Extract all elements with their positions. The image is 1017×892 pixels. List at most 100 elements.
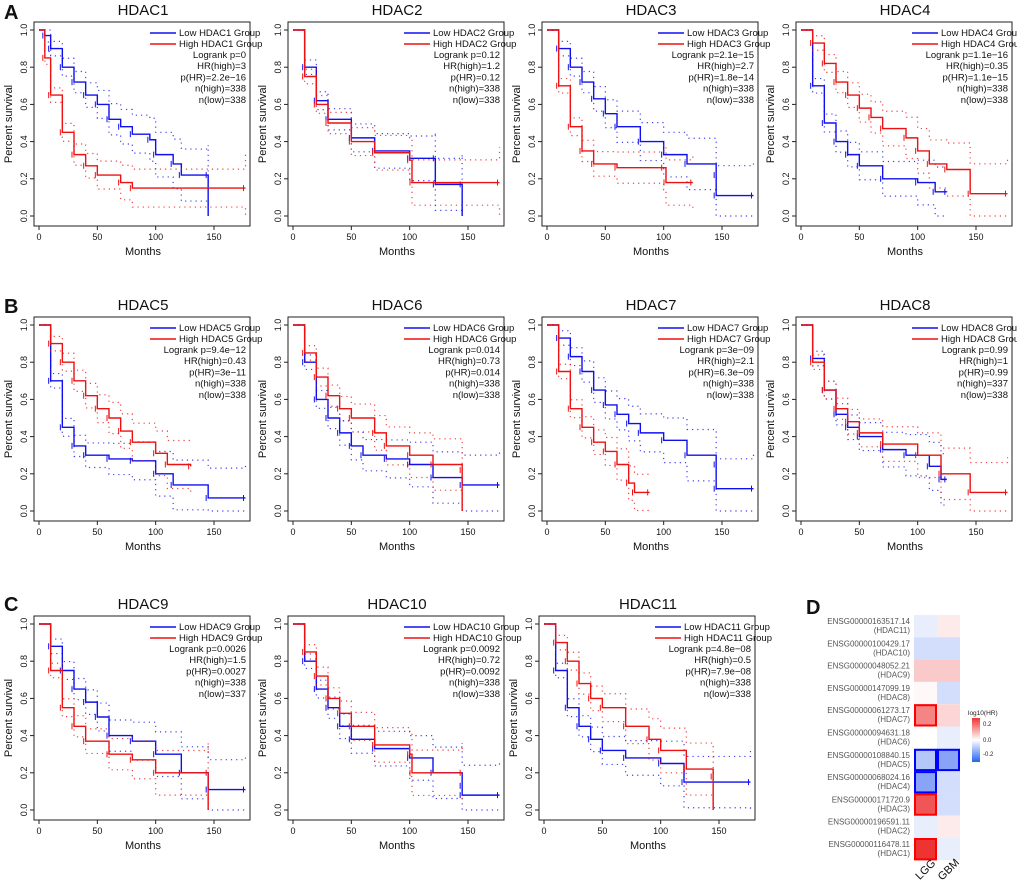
stat-text: n(low)=338: [453, 689, 500, 700]
heatmap-cell: [914, 681, 937, 705]
heatmap-row-gene: (HDAC1): [878, 849, 911, 858]
plot-title: HDAC9: [118, 596, 169, 613]
survival-curve-high: [544, 623, 714, 810]
heatmap-row-gene: (HDAC3): [878, 804, 911, 813]
y-tick-label: 0.4: [527, 430, 537, 443]
panel-letter-d: D: [806, 597, 820, 619]
significant-cell-border: [914, 771, 937, 794]
km-plot-hdac5: HDAC5 Months Percent survival 0 50 100 150 0.0 0…: [3, 297, 262, 553]
plot-frame: [287, 615, 505, 821]
legend-label-high: High HDAC6 Group: [433, 334, 516, 345]
heatmap-cell: [914, 748, 937, 772]
x-tick-label: 150: [968, 527, 983, 537]
y-tick-label: 0.0: [19, 804, 29, 817]
y-tick-label: 1.0: [19, 24, 29, 37]
legend-label-low: Low HDAC3 Group: [687, 28, 768, 39]
km-plot-hdac7: HDAC7 Months Percent survival 0 50 100 150 0.0 0…: [511, 297, 770, 553]
y-tick-label: 0.6: [19, 692, 29, 705]
y-tick-label: 0.6: [527, 98, 537, 111]
stat-text: Logrank p=0.99: [942, 345, 1008, 356]
stat-text: n(high)=337: [957, 379, 1008, 390]
stat-text: Logrank p=0.014: [428, 345, 500, 356]
heatmap-cell: [914, 704, 937, 727]
confidence-band-high: [39, 324, 192, 494]
y-tick-label: 0.0: [273, 505, 283, 518]
stat-text: p(HR)=3e−11: [189, 367, 246, 378]
plot-frame: [287, 21, 505, 227]
km-plot-hdac2: HDAC2 Months Percent survival 0 50 100 150 0.0 0…: [257, 2, 516, 258]
x-tick-label: 0: [541, 826, 546, 836]
plot-title: HDAC1: [118, 2, 169, 19]
confidence-band-high: [547, 29, 694, 210]
y-tick-label: 1.0: [527, 319, 537, 332]
y-tick-label: 0.6: [273, 98, 283, 111]
legend-label-low: Low HDAC6 Group: [433, 323, 514, 334]
x-tick-label: 150: [460, 232, 475, 242]
y-tick-label: 0.2: [273, 173, 283, 186]
y-tick-label: 0.4: [781, 430, 791, 443]
x-tick-label: 100: [910, 527, 925, 537]
km-plot-hdac6: HDAC6 Months Percent survival 0 50 100 150 0.0 0…: [257, 297, 516, 553]
heatmap-row-id: ENSG00000061273.17: [827, 706, 910, 715]
stat-text: n(low)=337: [199, 689, 246, 700]
y-tick-label: 0.4: [527, 135, 537, 148]
y-tick-label: 0.4: [273, 729, 283, 742]
stat-text: n(high)=338: [703, 84, 754, 95]
heatmap-legend-tick: -0.2: [983, 752, 994, 758]
y-tick-label: 0.6: [781, 98, 791, 111]
y-tick-label: 0.8: [273, 356, 283, 369]
heatmap-cell: [937, 659, 960, 682]
y-tick-label: 0.8: [781, 356, 791, 369]
confidence-band-high: [547, 324, 651, 512]
stat-text: n(high)=338: [449, 84, 500, 95]
y-tick-label: 0.0: [527, 505, 537, 518]
stat-text: HR(high)=1.2: [443, 61, 500, 72]
plot-title: HDAC8: [880, 297, 931, 314]
x-tick-label: 150: [206, 527, 221, 537]
x-tick-label: 150: [711, 826, 726, 836]
significant-cell-border: [914, 793, 937, 816]
km-plot-hdac8: HDAC8 Months Percent survival 0 50 100 150 0.0 0…: [765, 297, 1017, 553]
heatmap-row-gene: (HDAC9): [878, 671, 911, 680]
y-tick-label: 1.0: [19, 319, 29, 332]
x-tick-label: 50: [854, 232, 864, 242]
confidence-band-low: [547, 324, 755, 460]
confidence-band-low: [39, 29, 209, 187]
heatmap-cell: [937, 838, 960, 861]
x-axis-label: Months: [887, 541, 924, 553]
x-tick-label: 100: [656, 232, 671, 242]
x-tick-label: 50: [346, 232, 356, 242]
confidence-band-low: [39, 324, 247, 469]
heatmap-cell: [937, 771, 960, 794]
x-tick-label: 100: [148, 527, 163, 537]
heatmap-cell: [914, 659, 937, 682]
x-tick-label: 150: [714, 232, 729, 242]
y-tick-label: 0.4: [273, 135, 283, 148]
plot-frame: [795, 316, 1013, 522]
stat-text: Logrank p=0.0026: [169, 644, 246, 655]
x-tick-label: 150: [714, 527, 729, 537]
y-tick-label: 1.0: [273, 618, 283, 631]
x-tick-label: 150: [968, 232, 983, 242]
stat-text: HR(high)=1.5: [189, 655, 246, 666]
heatmap-cell: [937, 793, 960, 816]
panel-letter-a: A: [4, 2, 18, 24]
survival-curve-high: [293, 623, 463, 774]
y-tick-label: 1.0: [524, 618, 534, 631]
heatmap-legend-tick: 0.0: [983, 738, 992, 744]
plot-title: HDAC3: [626, 2, 677, 19]
x-tick-label: 0: [798, 232, 803, 242]
y-tick-label: 0.0: [524, 804, 534, 817]
y-tick-label: 0.6: [524, 692, 534, 705]
y-axis-label: Percent survival: [3, 85, 15, 163]
y-tick-label: 0.4: [19, 729, 29, 742]
plot-frame: [541, 316, 759, 522]
x-tick-label: 100: [910, 232, 925, 242]
heatmap-cell: [937, 704, 960, 727]
x-tick-label: 150: [460, 527, 475, 537]
stat-text: p(HR)=0.0027: [186, 666, 246, 677]
plot-frame: [795, 21, 1013, 227]
plot-frame: [541, 21, 759, 227]
survival-curve-low: [801, 324, 947, 481]
